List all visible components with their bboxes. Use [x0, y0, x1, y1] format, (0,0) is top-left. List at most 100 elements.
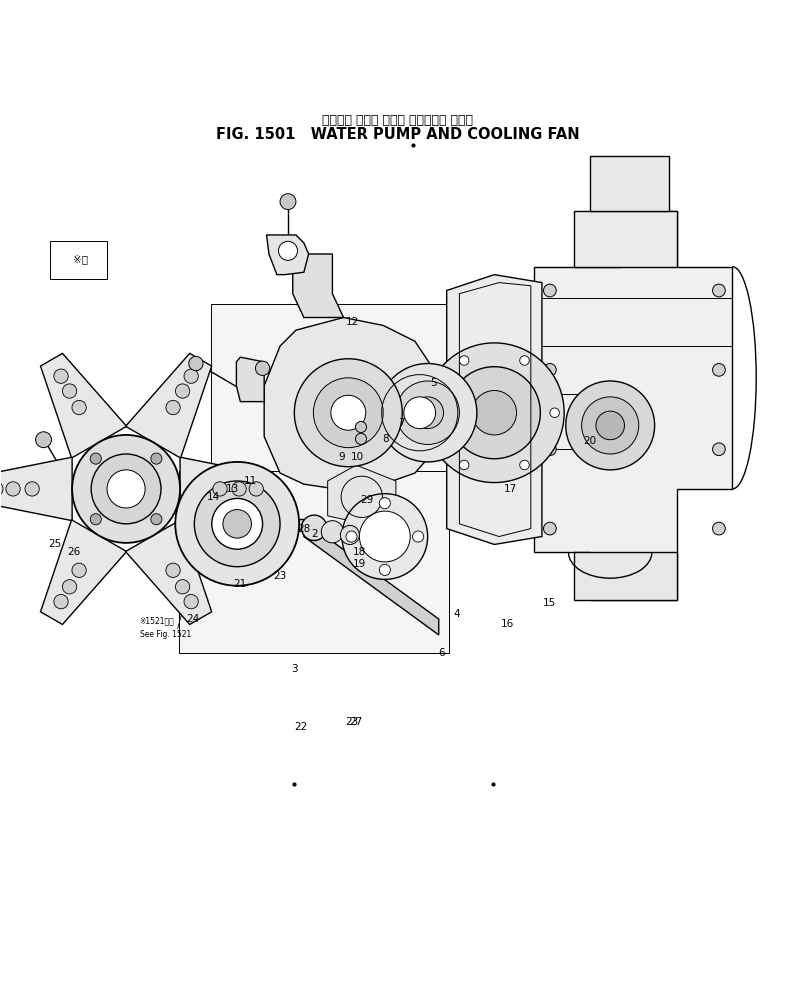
Polygon shape [328, 465, 396, 524]
Circle shape [175, 462, 299, 586]
Circle shape [404, 397, 436, 429]
Circle shape [429, 408, 439, 418]
Text: See Fig. 1521: See Fig. 1521 [140, 631, 191, 640]
Polygon shape [293, 254, 343, 318]
Text: 11: 11 [244, 476, 258, 486]
Circle shape [72, 400, 86, 415]
Circle shape [151, 514, 162, 525]
Polygon shape [264, 318, 444, 489]
Circle shape [176, 384, 190, 398]
Text: 24: 24 [186, 614, 200, 624]
Polygon shape [236, 357, 264, 401]
Circle shape [72, 563, 86, 578]
Text: 22: 22 [294, 722, 308, 732]
Text: 20: 20 [583, 437, 596, 446]
Polygon shape [211, 304, 481, 471]
Polygon shape [534, 211, 732, 600]
Circle shape [359, 511, 410, 562]
Text: 10: 10 [351, 452, 364, 462]
Circle shape [36, 432, 52, 447]
Circle shape [72, 435, 180, 542]
Text: 21: 21 [234, 579, 247, 590]
Polygon shape [126, 520, 211, 625]
Polygon shape [41, 520, 126, 625]
Bar [50, 240, 107, 279]
Text: 9: 9 [339, 452, 345, 462]
Text: 4: 4 [454, 608, 460, 618]
Circle shape [151, 453, 162, 464]
Circle shape [379, 564, 390, 576]
Circle shape [188, 356, 203, 371]
Polygon shape [590, 156, 669, 211]
Circle shape [91, 454, 161, 524]
Circle shape [342, 493, 428, 580]
Polygon shape [266, 235, 308, 275]
Circle shape [412, 397, 444, 429]
Circle shape [294, 359, 402, 467]
Circle shape [331, 395, 366, 431]
Circle shape [566, 381, 654, 470]
Circle shape [355, 434, 366, 444]
Polygon shape [304, 521, 439, 635]
Circle shape [582, 397, 638, 454]
Polygon shape [574, 552, 677, 600]
Text: 23: 23 [273, 571, 287, 581]
Circle shape [346, 531, 357, 542]
Circle shape [520, 356, 529, 365]
Circle shape [321, 521, 343, 542]
Circle shape [184, 594, 198, 609]
Polygon shape [126, 353, 211, 458]
Circle shape [520, 460, 529, 470]
Text: 27: 27 [350, 717, 363, 727]
Circle shape [249, 482, 263, 496]
Circle shape [712, 364, 725, 377]
Circle shape [544, 364, 556, 377]
Circle shape [544, 522, 556, 535]
Circle shape [63, 580, 77, 594]
Text: 19: 19 [353, 558, 366, 569]
Circle shape [176, 580, 190, 594]
Circle shape [223, 509, 251, 539]
Circle shape [211, 498, 262, 549]
Text: 28: 28 [297, 524, 311, 534]
Circle shape [396, 381, 460, 444]
Text: 3: 3 [291, 664, 297, 674]
Circle shape [107, 470, 145, 508]
Polygon shape [179, 471, 449, 653]
Text: 7: 7 [398, 418, 405, 428]
Text: 17: 17 [503, 484, 517, 493]
Text: 12: 12 [346, 317, 359, 328]
Circle shape [544, 284, 556, 297]
Circle shape [355, 422, 366, 433]
Circle shape [712, 284, 725, 297]
Text: 25: 25 [48, 540, 61, 549]
Polygon shape [180, 457, 275, 521]
Circle shape [0, 482, 3, 496]
Circle shape [90, 514, 101, 525]
Circle shape [194, 481, 280, 567]
Circle shape [54, 594, 68, 609]
Text: 13: 13 [226, 484, 239, 493]
Circle shape [712, 442, 725, 455]
Circle shape [378, 364, 477, 462]
Circle shape [166, 400, 180, 415]
Text: 2: 2 [311, 529, 317, 540]
Circle shape [280, 193, 296, 210]
Circle shape [232, 482, 246, 496]
Circle shape [460, 356, 469, 365]
Circle shape [25, 482, 39, 496]
Circle shape [544, 442, 556, 455]
Circle shape [460, 460, 469, 470]
Circle shape [596, 411, 625, 439]
Circle shape [425, 343, 564, 483]
Text: ※1521参照: ※1521参照 [140, 616, 174, 625]
Text: 23: 23 [345, 717, 358, 727]
Circle shape [90, 453, 101, 464]
Text: 16: 16 [500, 619, 514, 629]
Circle shape [413, 531, 424, 542]
Polygon shape [0, 457, 72, 521]
Text: 8: 8 [382, 434, 389, 444]
Polygon shape [447, 275, 542, 544]
Text: 26: 26 [67, 547, 80, 557]
Circle shape [213, 482, 227, 496]
